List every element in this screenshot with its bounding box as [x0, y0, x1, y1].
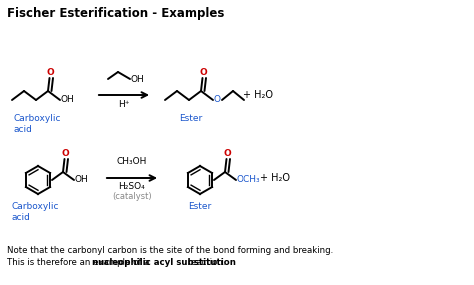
Text: reaction.: reaction. — [185, 258, 226, 267]
Text: O: O — [223, 149, 231, 158]
Text: (catalyst): (catalyst) — [112, 192, 152, 201]
Text: H⁺: H⁺ — [118, 100, 130, 109]
Text: + H₂O: + H₂O — [260, 173, 290, 183]
Text: Ester: Ester — [179, 114, 202, 123]
Text: Note that the carbonyl carbon is the site of the bond forming and breaking.: Note that the carbonyl carbon is the sit… — [7, 246, 333, 255]
Text: OH: OH — [75, 176, 89, 184]
Text: This is therefore an example of a: This is therefore an example of a — [7, 258, 152, 267]
Text: O: O — [46, 68, 54, 77]
Text: O: O — [199, 68, 207, 77]
Text: O: O — [214, 95, 221, 105]
Text: Carboxylic
acid: Carboxylic acid — [14, 114, 62, 134]
Text: OCH₃: OCH₃ — [237, 176, 261, 184]
Text: OH: OH — [61, 95, 75, 105]
Text: CH₃OH: CH₃OH — [117, 157, 147, 166]
Text: + H₂O: + H₂O — [243, 90, 273, 100]
Text: O: O — [61, 149, 69, 158]
Text: Fischer Esterification - Examples: Fischer Esterification - Examples — [7, 7, 224, 20]
Text: Ester: Ester — [188, 202, 211, 211]
Text: nucleophilic acyl substitution: nucleophilic acyl substitution — [92, 258, 236, 267]
Text: OH: OH — [131, 74, 145, 84]
Text: Carboxylic
acid: Carboxylic acid — [12, 202, 60, 222]
Text: H₂SO₄: H₂SO₄ — [118, 182, 146, 191]
